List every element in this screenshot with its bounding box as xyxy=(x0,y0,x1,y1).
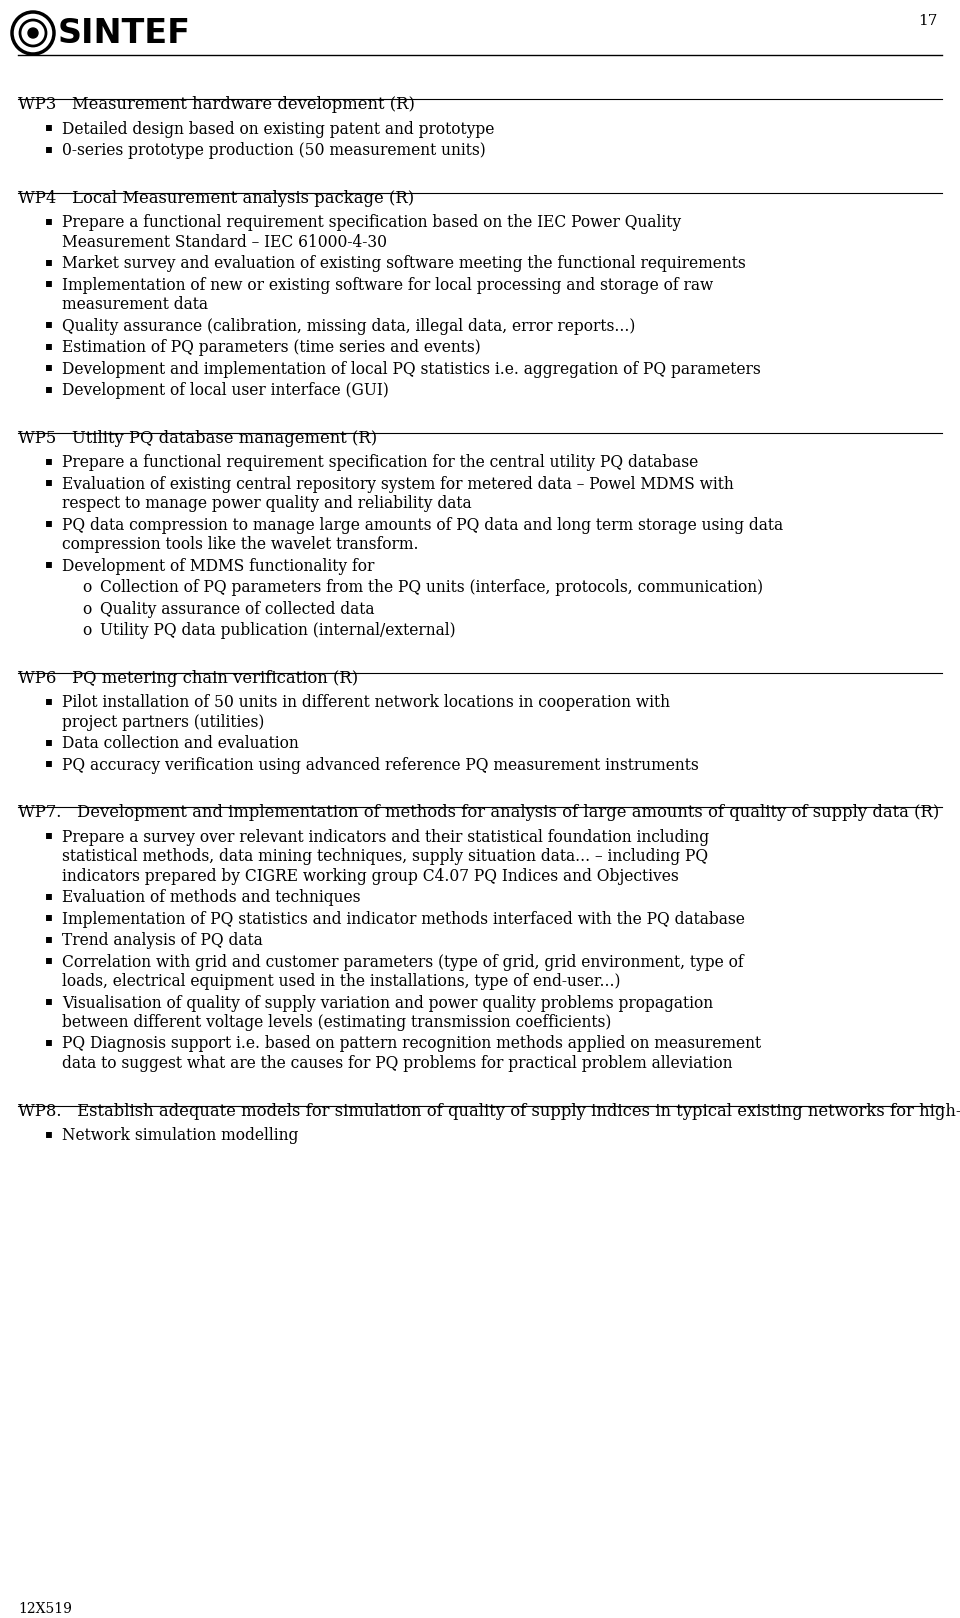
Text: project partners (utilities): project partners (utilities) xyxy=(62,714,264,730)
Text: ▪: ▪ xyxy=(45,455,53,468)
Text: Correlation with grid and customer parameters (type of grid, grid environment, t: Correlation with grid and customer param… xyxy=(62,953,744,971)
Text: data to suggest what are the causes for PQ problems for practical problem allevi: data to suggest what are the causes for … xyxy=(62,1055,732,1073)
Text: WP7.   Development and implementation of methods for analysis of large amounts o: WP7. Development and implementation of m… xyxy=(18,804,939,820)
Text: SINTEF: SINTEF xyxy=(58,16,191,50)
Text: PQ data compression to manage large amounts of PQ data and long term storage usi: PQ data compression to manage large amou… xyxy=(62,516,783,534)
Text: ▪: ▪ xyxy=(45,995,53,1008)
Text: ▪: ▪ xyxy=(45,516,53,529)
Text: PQ accuracy verification using advanced reference PQ measurement instruments: PQ accuracy verification using advanced … xyxy=(62,757,699,773)
Text: ▪: ▪ xyxy=(45,1036,53,1048)
Text: Data collection and evaluation: Data collection and evaluation xyxy=(62,735,299,752)
Text: respect to manage power quality and reliability data: respect to manage power quality and reli… xyxy=(62,495,471,511)
Text: 0-series prototype production (50 measurement units): 0-series prototype production (50 measur… xyxy=(62,142,486,159)
Text: Network simulation modelling: Network simulation modelling xyxy=(62,1128,299,1144)
Text: measurement data: measurement data xyxy=(62,296,208,312)
Text: PQ Diagnosis support i.e. based on pattern recognition methods applied on measur: PQ Diagnosis support i.e. based on patte… xyxy=(62,1036,761,1052)
Text: Prepare a survey over relevant indicators and their statistical foundation inclu: Prepare a survey over relevant indicator… xyxy=(62,828,709,846)
Text: ▪: ▪ xyxy=(45,214,53,227)
Text: statistical methods, data mining techniques, supply situation data... – includin: statistical methods, data mining techniq… xyxy=(62,848,708,866)
Circle shape xyxy=(28,28,38,37)
Text: WP3   Measurement hardware development (R): WP3 Measurement hardware development (R) xyxy=(18,95,415,113)
Text: between different voltage levels (estimating transmission coefficients): between different voltage levels (estima… xyxy=(62,1014,612,1031)
Text: Development and implementation of local PQ statistics i.e. aggregation of PQ par: Development and implementation of local … xyxy=(62,361,760,377)
Text: Prepare a functional requirement specification for the central utility PQ databa: Prepare a functional requirement specifi… xyxy=(62,455,698,471)
Text: Visualisation of quality of supply variation and power quality problems propagat: Visualisation of quality of supply varia… xyxy=(62,995,713,1011)
Text: 17: 17 xyxy=(919,15,938,28)
Text: WP8.   Establish adequate models for simulation of quality of supply indices in : WP8. Establish adequate models for simul… xyxy=(18,1102,960,1120)
Text: ▪: ▪ xyxy=(45,828,53,841)
Text: indicators prepared by CIGRE working group C4.07 PQ Indices and Objectives: indicators prepared by CIGRE working gro… xyxy=(62,867,679,885)
Text: ▪: ▪ xyxy=(45,277,53,290)
Text: ▪: ▪ xyxy=(45,694,53,707)
Text: Evaluation of existing central repository system for metered data – Powel MDMS w: Evaluation of existing central repositor… xyxy=(62,476,733,492)
Text: WP5   Utility PQ database management (R): WP5 Utility PQ database management (R) xyxy=(18,429,377,447)
Text: WP4   Local Measurement analysis package (R): WP4 Local Measurement analysis package (… xyxy=(18,189,414,207)
Text: ▪: ▪ xyxy=(45,256,53,269)
Text: ▪: ▪ xyxy=(45,340,53,353)
Text: ▪: ▪ xyxy=(45,317,53,330)
Text: Development of MDMS functionality for: Development of MDMS functionality for xyxy=(62,558,374,574)
Text: ▪: ▪ xyxy=(45,932,53,945)
Text: Pilot installation of 50 units in different network locations in cooperation wit: Pilot installation of 50 units in differ… xyxy=(62,694,670,710)
Text: Estimation of PQ parameters (time series and events): Estimation of PQ parameters (time series… xyxy=(62,340,481,356)
Text: Implementation of new or existing software for local processing and storage of r: Implementation of new or existing softwa… xyxy=(62,277,713,293)
Text: Detailed design based on existing patent and prototype: Detailed design based on existing patent… xyxy=(62,120,494,138)
Text: o: o xyxy=(82,579,91,595)
Text: ▪: ▪ xyxy=(45,361,53,374)
Text: loads, electrical equipment used in the installations, type of end-user...): loads, electrical equipment used in the … xyxy=(62,972,620,990)
Text: Trend analysis of PQ data: Trend analysis of PQ data xyxy=(62,932,263,950)
Text: ▪: ▪ xyxy=(45,476,53,489)
Text: ▪: ▪ xyxy=(45,120,53,134)
Text: o: o xyxy=(82,621,91,639)
Text: 12X519: 12X519 xyxy=(18,1602,72,1616)
Text: ▪: ▪ xyxy=(45,735,53,748)
Text: ▪: ▪ xyxy=(45,382,53,395)
Text: Utility PQ data publication (internal/external): Utility PQ data publication (internal/ex… xyxy=(100,621,456,639)
Text: ▪: ▪ xyxy=(45,757,53,770)
Text: ▪: ▪ xyxy=(45,142,53,155)
Text: ▪: ▪ xyxy=(45,911,53,924)
Text: Collection of PQ parameters from the PQ units (interface, protocols, communicati: Collection of PQ parameters from the PQ … xyxy=(100,579,763,595)
Text: Quality assurance (calibration, missing data, illegal data, error reports...): Quality assurance (calibration, missing … xyxy=(62,317,636,335)
Text: compression tools like the wavelet transform.: compression tools like the wavelet trans… xyxy=(62,536,419,553)
Text: Measurement Standard – IEC 61000-4-30: Measurement Standard – IEC 61000-4-30 xyxy=(62,233,387,251)
Text: ▪: ▪ xyxy=(45,953,53,966)
Text: ▪: ▪ xyxy=(45,558,53,571)
Text: o: o xyxy=(82,600,91,618)
Text: Market survey and evaluation of existing software meeting the functional require: Market survey and evaluation of existing… xyxy=(62,256,746,272)
Text: ▪: ▪ xyxy=(45,888,53,901)
Text: Quality assurance of collected data: Quality assurance of collected data xyxy=(100,600,374,618)
Text: ▪: ▪ xyxy=(45,1128,53,1141)
Text: Development of local user interface (GUI): Development of local user interface (GUI… xyxy=(62,382,389,400)
Text: Evaluation of methods and techniques: Evaluation of methods and techniques xyxy=(62,888,361,906)
Text: WP6   PQ metering chain verification (R): WP6 PQ metering chain verification (R) xyxy=(18,670,358,686)
Text: Implementation of PQ statistics and indicator methods interfaced with the PQ dat: Implementation of PQ statistics and indi… xyxy=(62,911,745,927)
Text: Prepare a functional requirement specification based on the IEC Power Quality: Prepare a functional requirement specifi… xyxy=(62,214,682,231)
